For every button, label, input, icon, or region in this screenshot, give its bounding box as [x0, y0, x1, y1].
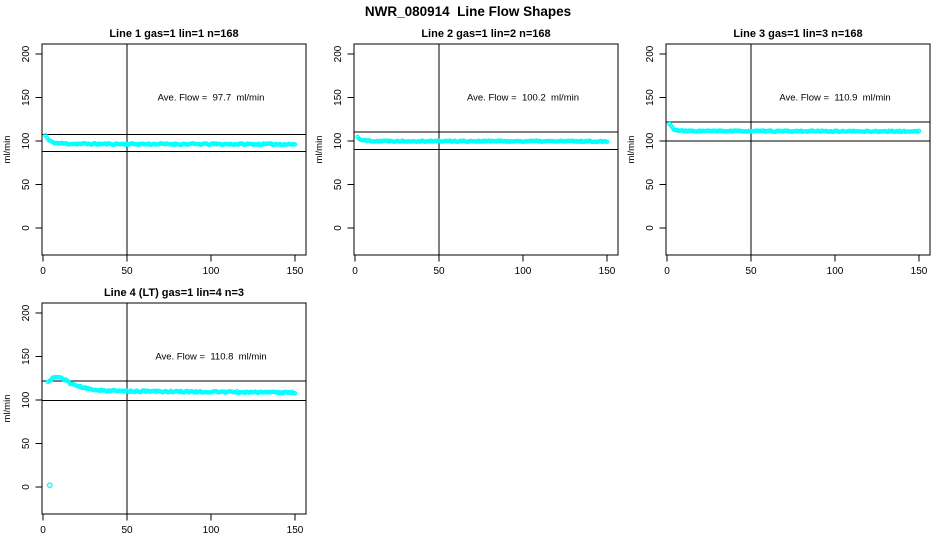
y-tick-label: 150	[21, 348, 32, 365]
y-tick-label: 150	[645, 89, 656, 106]
y-tick-label: 0	[21, 484, 32, 490]
y-tick-label: 150	[333, 89, 344, 106]
x-tick-label: 150	[287, 266, 304, 277]
y-axis-label: ml/min	[314, 136, 325, 164]
x-tick-label: 150	[911, 266, 928, 277]
y-tick-label: 200	[645, 45, 656, 62]
x-tick-label: 100	[203, 525, 220, 536]
y-tick-label: 0	[21, 225, 32, 231]
y-tick-label: 100	[645, 132, 656, 149]
subplot-title: Line 4 (LT) gas=1 lin=4 n=3	[104, 287, 244, 299]
y-tick-label: 0	[645, 225, 656, 231]
subplot-title: Line 2 gas=1 lin=2 n=168	[421, 28, 550, 40]
y-tick-label: 200	[21, 45, 32, 62]
y-tick-label: 50	[333, 179, 344, 191]
subplot-line-3-plot: Line 3 gas=1 lin=3 n=168 0 50 100 150 200 ml/m…	[626, 28, 931, 277]
x-tick-label: 150	[599, 266, 616, 277]
x-tick-label: 50	[121, 266, 133, 277]
y-tick-label: 100	[21, 391, 32, 408]
average-flow-annotation: Ave. Flow = 110.9 ml/min	[779, 93, 890, 104]
subplot-line-4-plot: Line 4 (LT) gas=1 lin=4 n=3 0 50 100 150 200 m…	[2, 287, 307, 536]
x-tick-label: 0	[352, 266, 358, 277]
subplot-line-2-plot: Line 2 gas=1 lin=2 n=168 0 50 100 150 200 ml/m…	[314, 28, 619, 277]
y-tick-label: 100	[21, 132, 32, 149]
subplot-line-3: Line 3 gas=1 lin=3 n=168 0 50 100 150 200 ml/m…	[624, 24, 936, 282]
y-axis-label: ml/min	[2, 395, 13, 423]
x-tick-label: 0	[40, 266, 46, 277]
x-tick-label: 100	[515, 266, 532, 277]
y-tick-label: 150	[21, 89, 32, 106]
data-point	[292, 142, 298, 147]
y-tick-label: 50	[21, 438, 32, 450]
average-flow-annotation: Ave. Flow = 97.7 ml/min	[158, 93, 265, 104]
data-point	[916, 128, 922, 134]
subplot-title: Line 3 gas=1 lin=3 n=168	[733, 28, 862, 40]
x-tick-label: 0	[40, 525, 46, 536]
y-axis-label: ml/min	[626, 136, 637, 164]
subplot-line-1: Line 1 gas=1 lin=1 n=168 0 50 100 150 200 ml/m…	[0, 24, 312, 282]
plot-frame	[665, 43, 931, 256]
figure-main-title: NWR_080914 Line Flow Shapes	[364, 4, 572, 19]
x-tick-label: 50	[433, 266, 445, 277]
y-tick-label: 50	[645, 179, 656, 191]
subplot-line-2: Line 2 gas=1 lin=2 n=168 0 50 100 150 200 ml/m…	[312, 24, 624, 282]
y-tick-label: 50	[21, 179, 32, 191]
outlier-point	[46, 482, 53, 489]
x-tick-label: 50	[745, 266, 757, 277]
data-point	[292, 391, 298, 396]
y-axis-label: ml/min	[2, 136, 13, 164]
average-flow-annotation: Ave. Flow = 100.2 ml/min	[467, 93, 579, 104]
subplot-line-1-plot: Line 1 gas=1 lin=1 n=168 0 50 100 150 200 ml/m…	[2, 28, 307, 277]
x-tick-label: 100	[203, 266, 220, 277]
plot-frame	[41, 302, 307, 515]
subplot-title: Line 1 gas=1 lin=1 n=168	[109, 28, 238, 40]
y-tick-label: 200	[333, 45, 344, 62]
average-flow-annotation: Ave. Flow = 110.8 ml/min	[155, 352, 266, 363]
y-tick-label: 100	[333, 132, 344, 149]
y-tick-label: 0	[333, 225, 344, 231]
x-tick-label: 0	[664, 266, 670, 277]
plot-frame	[41, 43, 307, 256]
x-tick-label: 150	[287, 525, 304, 536]
data-point	[604, 139, 610, 145]
x-tick-label: 100	[827, 266, 844, 277]
y-tick-label: 200	[21, 304, 32, 321]
subplot-line-4: Line 4 (LT) gas=1 lin=4 n=3 0 50 100 150 200 m…	[0, 283, 312, 541]
x-tick-label: 50	[121, 525, 133, 536]
